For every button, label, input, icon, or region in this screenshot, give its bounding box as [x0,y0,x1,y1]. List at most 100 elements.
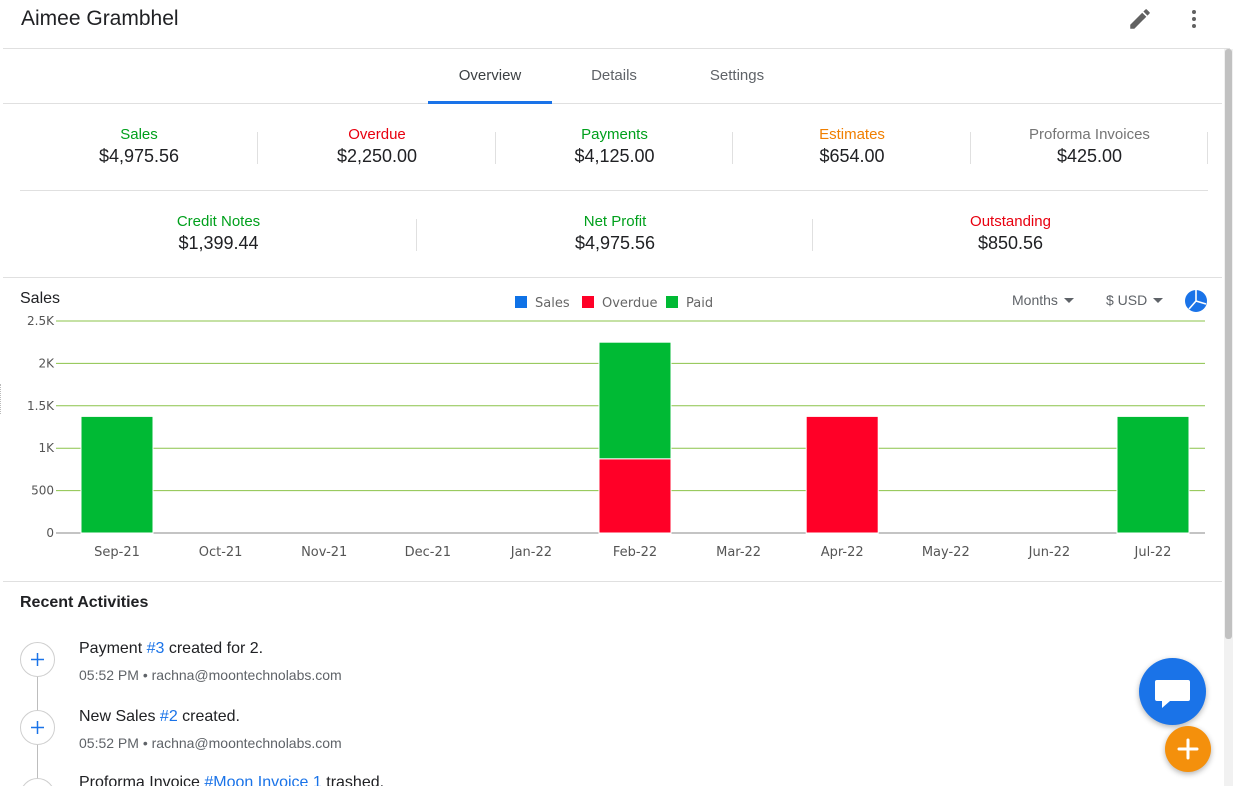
pencil-icon [1130,9,1150,29]
more-options-button[interactable] [1183,6,1205,32]
legend-item-overdue[interactable]: Overdue [582,296,658,311]
tab-settings[interactable]: Settings [709,67,765,84]
period-dropdown[interactable]: Months [1012,292,1074,308]
stat-payments[interactable]: Payments $4,125.00 [496,104,733,190]
legend-swatch [515,296,527,308]
x-tick-label: Oct-21 [199,545,243,560]
bar-paid [1116,415,1190,534]
section-divider [3,581,1222,582]
activity-text: New Sales #2 created. [79,708,240,726]
stat-overdue[interactable]: Overdue $2,250.00 [258,104,496,190]
stat-sales[interactable]: Sales $4,975.56 [20,104,258,190]
activity-add-button[interactable] [20,710,55,745]
stat-label: Net Profit [583,213,647,230]
stat-outstanding[interactable]: Outstanding $850.56 [813,191,1208,278]
stat-estimates[interactable]: Estimates $654.00 [733,104,971,190]
divider [732,132,733,164]
activity-user: rachna@moontechnolabs.com [151,735,342,751]
activity-time: 05:52 PM [79,667,139,683]
divider [812,219,813,251]
bar-paid [598,341,672,460]
legend-swatch [666,296,678,308]
edit-button[interactable] [1127,6,1153,32]
pie-chart-icon [1185,290,1207,312]
activity-suffix: created. [177,708,240,725]
legend-label: Overdue [602,296,658,311]
y-tick-label: 0 [46,526,54,540]
chat-button[interactable] [1139,658,1206,725]
y-tick-label: 500 [31,484,54,498]
activity-text: Payment #3 created for 2. [79,640,263,658]
activity-time: 05:52 PM [79,735,139,751]
stat-label: Outstanding [970,213,1051,230]
y-tick-label: 1K [38,441,55,455]
y-tick-label: 2K [38,356,55,370]
stat-value: $850.56 [977,233,1044,253]
activity-link[interactable]: #2 [159,708,178,725]
add-button[interactable] [1165,726,1211,772]
x-tick-label: Nov-21 [301,545,347,560]
x-tick-label: Jan-22 [510,545,552,560]
legend-item-paid[interactable]: Paid [666,296,713,311]
stat-label: Credit Notes [176,213,261,230]
stat-value: $425.00 [1056,146,1123,166]
activity-link[interactable]: #Moon Invoice 1 [204,774,322,786]
activity-text: Proforma Invoice #Moon Invoice 1 trashed… [79,774,384,786]
activity-user: rachna@moontechnolabs.com [151,667,342,683]
x-tick-label: Jun-22 [1028,545,1071,560]
stat-value: $1,399.44 [178,233,259,253]
scrollbar-thumb[interactable] [1225,49,1232,639]
stat-label: Estimates [819,126,885,143]
currency-value: $ USD [1106,292,1148,308]
activity-prefix: Payment [79,640,147,657]
legend-label: Paid [686,296,714,311]
y-tick-label: 1.5K [27,399,55,413]
stat-label: Proforma Invoices [1029,126,1150,143]
stat-value: $2,250.00 [336,146,418,166]
plus-icon [31,653,44,666]
stat-label: Overdue [348,126,406,143]
chevron-down-icon [1063,298,1074,303]
period-value: Months [1012,292,1058,308]
more-vert-icon [1192,10,1196,28]
legend-item-sales[interactable]: Sales [515,296,570,311]
divider [416,219,417,251]
divider [970,132,971,164]
x-tick-label: May-22 [922,545,970,560]
x-tick-label: Jul-22 [1134,545,1172,560]
currency-dropdown[interactable]: $ USD [1106,292,1164,308]
stat-label: Payments [581,126,648,143]
bar-overdue [805,415,879,534]
chart-type-button[interactable] [1184,289,1208,313]
activity-meta: 05:52 PM • rachna@moontechnolabs.com [79,735,342,751]
activity-add-button[interactable] [20,778,55,786]
page-scrollbar[interactable] [1224,49,1233,786]
bullet-separator: • [142,667,148,683]
x-tick-label: Sep-21 [94,545,140,560]
x-tick-label: Dec-21 [405,545,451,560]
stat-proforma-invoices[interactable]: Proforma Invoices $425.00 [971,104,1208,190]
legend-swatch [582,296,594,308]
tab-details[interactable]: Details [591,67,637,84]
divider [495,132,496,164]
activity-link[interactable]: #3 [146,640,165,657]
chart-title: Sales [20,290,61,307]
activity-prefix: New Sales [79,708,160,725]
tab-bar: Overview Details Settings [3,49,1222,104]
x-tick-label: Mar-22 [716,545,761,560]
page-title: Aimee Grambhel [21,7,179,30]
activity-add-button[interactable] [20,642,55,677]
recent-activities-title: Recent Activities [20,594,149,611]
chat-icon [1155,680,1190,708]
activity-suffix: trashed. [321,774,385,786]
legend-label: Sales [535,296,570,311]
stat-net-profit[interactable]: Net Profit $4,975.56 [417,191,813,278]
stat-credit-notes[interactable]: Credit Notes $1,399.44 [20,191,417,278]
activity-meta: 05:52 PM • rachna@moontechnolabs.com [79,667,342,683]
bullet-separator: • [142,735,148,751]
stat-label: Sales [120,126,158,143]
tab-overview[interactable]: Overview [428,49,552,104]
divider [1207,132,1208,164]
activity-suffix: created for 2. [164,640,264,657]
resize-handle[interactable] [0,384,3,414]
